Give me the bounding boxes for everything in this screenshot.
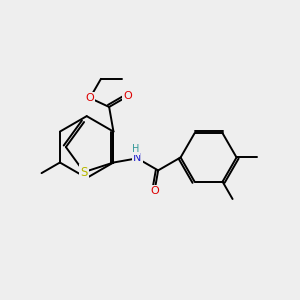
Text: O: O	[85, 93, 94, 103]
Text: S: S	[80, 166, 88, 178]
Text: H: H	[132, 144, 140, 154]
Text: O: O	[123, 91, 132, 101]
Text: O: O	[150, 186, 159, 196]
Text: N: N	[133, 153, 141, 163]
